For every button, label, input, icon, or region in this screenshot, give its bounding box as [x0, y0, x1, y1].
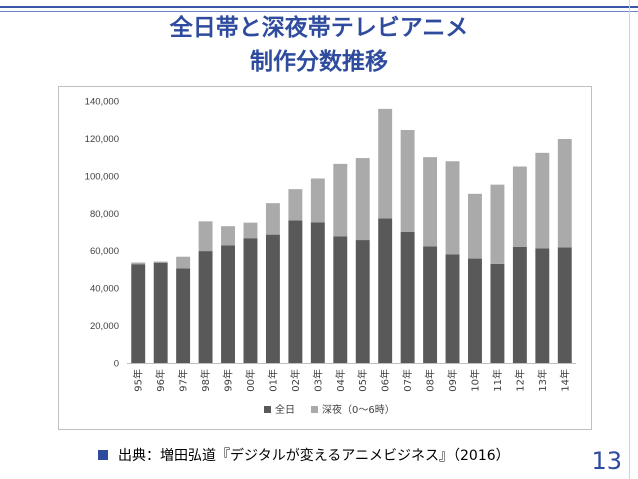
bar-shinya — [355, 158, 370, 241]
source-note: 出典：増田弘道『デジタルが変えるアニメビジネス』（2016） — [98, 446, 510, 466]
bar-shinya — [490, 184, 505, 264]
y-tick-label: 60,000 — [90, 246, 119, 257]
bar-zennichi — [131, 264, 146, 363]
x-tick-label: 00年 — [244, 369, 257, 392]
bar-shinya — [198, 221, 213, 252]
bar-shinya — [265, 203, 280, 235]
bar-shinya — [445, 161, 460, 255]
x-tick-label: 04年 — [334, 369, 347, 392]
bar-zennichi — [512, 246, 527, 363]
x-tick-label: 06年 — [379, 369, 392, 392]
bar-zennichi — [243, 238, 258, 363]
x-tick-label: 07年 — [401, 369, 414, 392]
top-rule — [0, 6, 638, 8]
top-rule-thin — [0, 11, 638, 12]
bar-zennichi — [423, 246, 438, 363]
y-tick-label: 140,000 — [85, 97, 119, 108]
x-tick-label: 11年 — [491, 369, 504, 392]
bar-shinya — [378, 108, 393, 219]
bar-shinya — [176, 256, 191, 269]
bar-zennichi — [288, 220, 303, 363]
bar-shinya — [423, 157, 438, 247]
bar-zennichi — [221, 245, 235, 363]
x-tick-label: 10年 — [468, 369, 481, 392]
bar-zennichi — [198, 251, 213, 363]
x-tick-label: 05年 — [356, 369, 369, 392]
bar-zennichi — [490, 263, 505, 363]
bar-shinya — [512, 166, 527, 247]
x-tick-label: 12年 — [513, 369, 526, 392]
right-rule — [629, 0, 630, 479]
y-tick-label: 80,000 — [90, 209, 119, 220]
bar-zennichi — [535, 248, 550, 363]
page-number: 13 — [591, 447, 622, 475]
bar-shinya — [557, 138, 572, 248]
bar-shinya — [243, 222, 258, 239]
bar-zennichi — [176, 268, 191, 363]
y-tick-label: 0 — [114, 359, 119, 370]
y-tick-label: 40,000 — [90, 284, 119, 295]
y-tick-label: 120,000 — [85, 134, 119, 145]
y-tick-label: 100,000 — [85, 171, 119, 182]
x-tick-label: 99年 — [222, 369, 235, 392]
bar-zennichi — [400, 232, 415, 363]
x-tick-label: 01年 — [266, 369, 279, 392]
bar-zennichi — [355, 240, 370, 363]
bar-zennichi — [310, 222, 325, 363]
x-tick-label: 95年 — [132, 369, 145, 392]
bar-zennichi — [557, 247, 572, 363]
x-tick-label: 96年 — [154, 369, 167, 392]
bar-shinya — [535, 152, 550, 249]
square-bullet-icon — [98, 450, 108, 460]
bar-shinya — [400, 130, 415, 232]
bar-shinya — [221, 226, 235, 246]
slide-title-line1: 全日帯と深夜帯テレビアニメ — [169, 15, 469, 41]
bar-zennichi — [378, 218, 393, 363]
bar-shinya — [468, 193, 482, 259]
x-tick-label: 98年 — [199, 369, 212, 392]
chart-frame: 0 20,000 40,000 60,000 80,000 100,000 120,000 1… — [58, 86, 592, 430]
x-tick-label: 09年 — [446, 369, 459, 392]
bar-shinya — [310, 178, 325, 223]
legend-label-zennichi: 全日 — [275, 403, 295, 416]
x-tick-label: 02年 — [289, 369, 302, 392]
x-tick-label: 97年 — [177, 369, 190, 392]
bar-shinya — [153, 261, 168, 263]
stacked-bar-chart: 0 20,000 40,000 60,000 80,000 100,000 120,000 1… — [85, 97, 576, 416]
x-tick-label: 08年 — [424, 369, 437, 392]
bar-zennichi — [468, 258, 482, 363]
bar-shinya — [288, 189, 303, 221]
legend-swatch-zennichi — [264, 406, 271, 413]
bar-shinya — [333, 163, 348, 237]
bar-zennichi — [333, 236, 348, 363]
x-tick-label: 13年 — [536, 369, 549, 392]
bar-shinya — [131, 262, 146, 265]
x-tick-label: 14年 — [558, 369, 571, 392]
x-tick-label: 03年 — [311, 369, 324, 392]
bar-zennichi — [445, 254, 460, 363]
bar-zennichi — [265, 234, 280, 363]
slide-title-line2: 制作分数推移 — [250, 49, 388, 75]
legend-swatch-shinya — [311, 406, 318, 413]
bar-zennichi — [153, 262, 168, 363]
y-tick-label: 20,000 — [90, 321, 119, 332]
source-text: 出典：増田弘道『デジタルが変えるアニメビジネス』（2016） — [118, 448, 510, 464]
legend-label-shinya: 深夜（0～6時） — [322, 403, 395, 416]
